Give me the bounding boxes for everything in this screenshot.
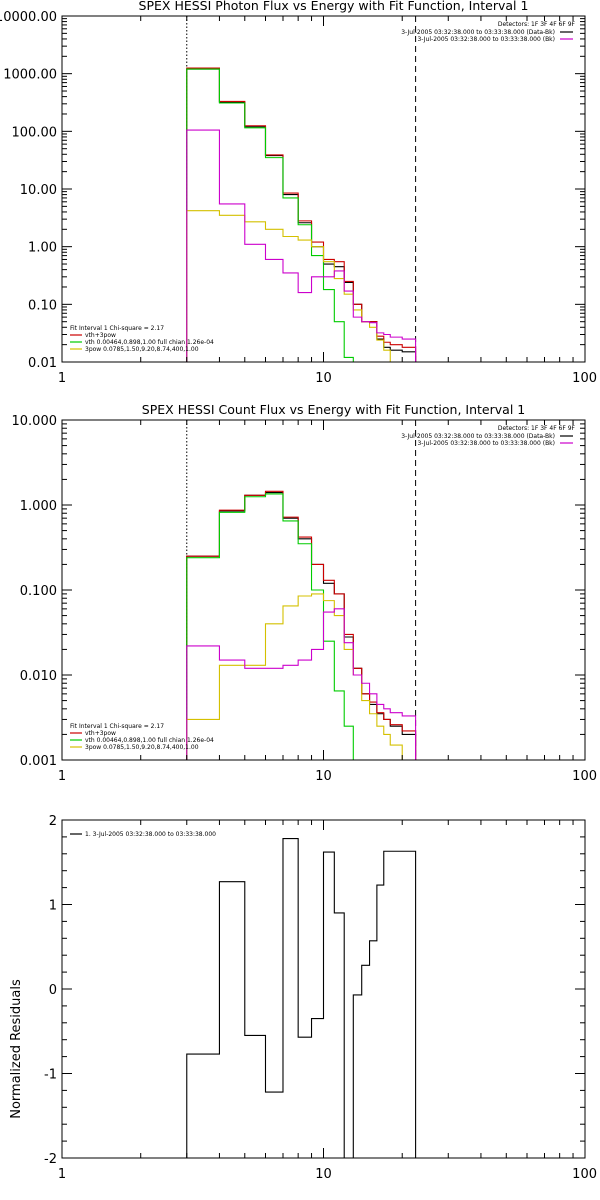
x-tick-label: 10 (315, 1167, 332, 1182)
y-tick-label: -2 (44, 1152, 57, 1167)
legend-entry-label: vth+3pow (85, 332, 116, 339)
data-series-group (186, 838, 417, 1158)
y-tick-label: 2 (49, 814, 57, 829)
x-tick-label: 100 (572, 371, 597, 386)
legend-header: Fit Interval 1 Chi-square = 2.17 (70, 723, 164, 730)
data-series-group (186, 490, 417, 760)
chart-panel-1: 1 10 100 0.01 0.10 1.00 10.00 100.00 1000.00 1000… (0, 0, 597, 386)
y-axis-label: Normalized Residuals (9, 979, 24, 1119)
y-tick-label: 1.000 (20, 499, 57, 514)
y-tick-label: 0.010 (20, 669, 57, 684)
plot-frame (61, 15, 586, 363)
legend-top-right: Detectors: 1F 3F 4F 6F 9F3-Jul-2005 03:3… (401, 425, 575, 447)
series-line-5 (186, 608, 417, 760)
legend-entry-label: vth 0.00464,0.898,1.00 full chian 1.26e-… (85, 737, 214, 744)
y-tick-label: 1 (49, 899, 57, 914)
x-tick-label: 100 (572, 1167, 597, 1182)
legend-entry-label: vth 0.00464,0.898,1.00 full chian 1.26e-… (85, 339, 214, 346)
data-series-group (186, 67, 417, 362)
legend-entry-label: vth+3pow (85, 730, 116, 737)
series-line-2 (186, 67, 417, 362)
series-line-3 (186, 493, 363, 760)
legend-entry-label: 3-Jul-2005 03:32:38.000 to 03:33:38.000 … (417, 36, 555, 43)
series-line-3 (186, 68, 354, 362)
legend-header: Detectors: 1F 3F 4F 6F 9F (498, 21, 576, 28)
legend-entry-label: 3-Jul-2005 03:32:38.000 to 03:33:38.000 … (417, 440, 555, 447)
y-tick-label: 0.01 (28, 356, 57, 371)
legend-bottom-left: Fit Interval 1 Chi-square = 2.17vth+3pow… (70, 325, 214, 353)
y-tick-label: 100.00 (12, 125, 58, 140)
legend-header: Fit Interval 1 Chi-square = 2.17 (70, 325, 164, 332)
x-tick-label: 1 (58, 1167, 66, 1182)
legend-top-right: Detectors: 1F 3F 4F 6F 9F3-Jul-2005 03:3… (401, 21, 575, 43)
y-tick-label: 0.001 (20, 754, 57, 769)
series-line-5 (186, 129, 417, 362)
series-line-1 (186, 838, 417, 1158)
chart-title: SPEX HESSI Photon Flux vs Energy with Fi… (139, 0, 529, 13)
y-tick-label: 0 (49, 983, 57, 998)
legend-top-left: 1. 3-Jul-2005 03:32:38.000 to 03:33:38.0… (70, 831, 216, 838)
legend-entry-label: 3pow 0.0785,1.50,9.20,8.74,400,1.00 (85, 744, 199, 751)
y-tick-label: 10.000 (12, 414, 58, 429)
legend-entry-label: 1. 3-Jul-2005 03:32:38.000 to 03:33:38.0… (85, 831, 216, 838)
series-line-1 (186, 492, 417, 760)
x-tick-label: 10 (315, 371, 332, 386)
y-tick-label: 10000.00 (0, 10, 57, 25)
x-tick-label: 10 (315, 769, 332, 784)
x-tick-label: 100 (572, 769, 597, 784)
y-tick-label: 0.10 (28, 298, 57, 313)
series-line-4 (186, 593, 417, 760)
series-line-1 (186, 68, 417, 362)
legend-entry-label: 3-Jul-2005 03:32:38.000 to 03:33:38.000 … (401, 29, 555, 36)
legend-entry-label: 3pow 0.0785,1.50,9.20,8.74,400,1.00 (85, 346, 199, 353)
chart-title: SPEX HESSI Count Flux vs Energy with Fit… (142, 402, 525, 417)
x-tick-label: 1 (58, 371, 66, 386)
legend-bottom-left: Fit Interval 1 Chi-square = 2.17vth+3pow… (70, 723, 214, 751)
series-line-2 (186, 490, 417, 760)
series-line-4 (186, 210, 391, 362)
chart-panel-3: 1 10 100 -2 -1 0 1 2 Normalized Residuals 1. 3-Ju… (9, 814, 597, 1182)
legend-entry-label: 3-Jul-2005 03:32:38.000 to 03:33:38.000 … (401, 433, 555, 440)
legend-header: Detectors: 1F 3F 4F 6F 9F (498, 425, 576, 432)
x-tick-label: 1 (58, 769, 66, 784)
y-tick-label: 1000.00 (3, 68, 57, 83)
y-tick-label: 0.100 (20, 584, 57, 599)
y-tick-label: 10.00 (20, 183, 57, 198)
y-tick-label: -1 (44, 1068, 57, 1083)
y-tick-label: 1.00 (28, 241, 57, 256)
chart-panel-2: 1 10 100 0.001 0.010 0.100 1.000 10.000 SPEX HES… (12, 402, 598, 784)
